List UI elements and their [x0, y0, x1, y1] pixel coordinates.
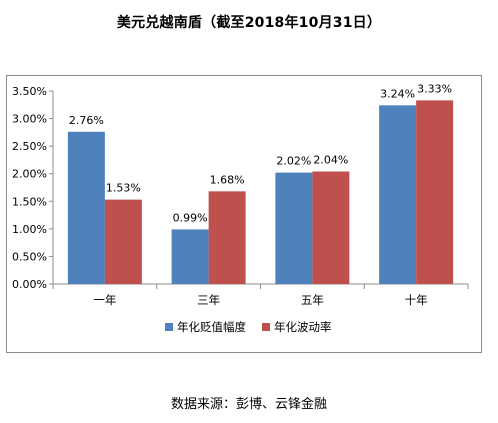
data-label: 2.04% [313, 154, 348, 167]
x-category-label: 十年 [405, 293, 428, 307]
chart-title: 美元兑越南盾（截至2018年10月31日） [116, 15, 382, 31]
y-tick-label: 3.50% [12, 85, 47, 98]
x-category-label: 三年 [197, 293, 220, 307]
chart-frame [6, 75, 482, 353]
y-tick-label: 1.00% [12, 223, 47, 236]
legend-swatch [262, 323, 270, 331]
y-tick-label: 0.00% [12, 278, 47, 291]
source-note: 数据来源：彭博、云锋金融 [170, 397, 327, 412]
data-label: 0.99% [173, 211, 208, 224]
data-label: 1.68% [210, 173, 245, 186]
x-category-label: 一年 [93, 293, 116, 307]
y-tick-label: 1.50% [12, 195, 47, 208]
legend-swatch [165, 323, 173, 331]
legend-label: 年化波动率 [274, 320, 332, 334]
y-tick-label: 2.00% [12, 168, 47, 181]
bar-volatility [416, 100, 454, 284]
bar-volatility [104, 199, 142, 284]
bar-depreciation [67, 131, 105, 284]
bar-depreciation [379, 105, 417, 284]
y-tick-label: 0.50% [12, 250, 47, 263]
data-label: 2.76% [69, 114, 104, 127]
data-label: 3.33% [417, 82, 452, 95]
data-label: 2.02% [276, 155, 311, 168]
bar-volatility [312, 171, 350, 284]
bar-depreciation [171, 229, 209, 284]
data-label: 3.24% [380, 87, 415, 100]
legend-label: 年化贬值幅度 [177, 320, 246, 334]
x-category-label: 五年 [301, 293, 324, 307]
data-label: 1.53% [106, 182, 141, 195]
bar-volatility [208, 191, 246, 284]
bar-depreciation [275, 172, 313, 284]
y-tick-label: 2.50% [12, 140, 47, 153]
y-tick-label: 3.00% [12, 113, 47, 126]
